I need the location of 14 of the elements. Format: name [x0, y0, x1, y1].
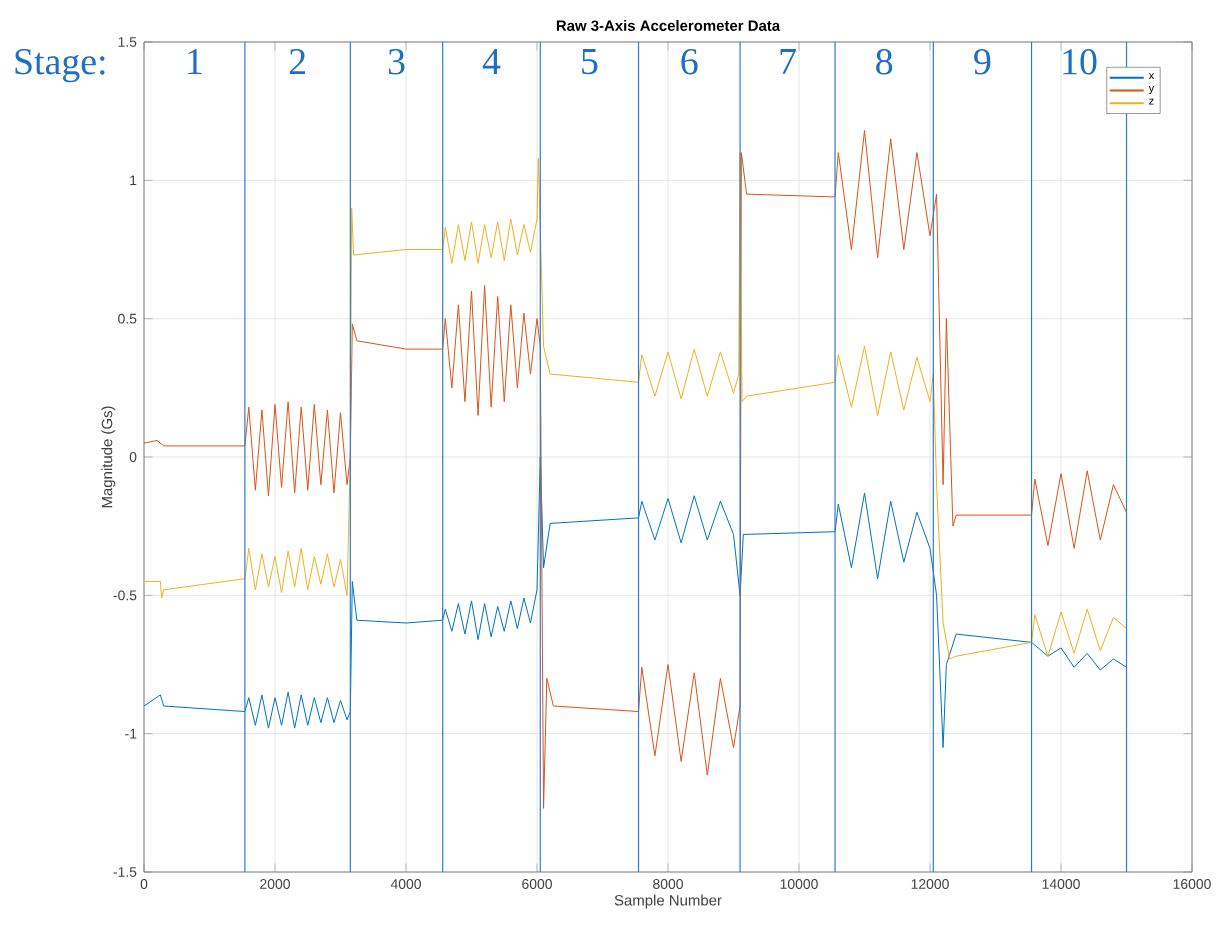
- line-series: [143, 152, 1128, 660]
- annotation: 1: [188, 49, 202, 75]
- line-series: [143, 456, 1128, 748]
- annotation: 5: [582, 49, 598, 75]
- line-series: [143, 130, 1128, 809]
- annotation: 9: [974, 49, 991, 75]
- annotation: 6: [681, 49, 698, 75]
- annotation: 10: [1063, 49, 1097, 75]
- annotation: 3: [388, 49, 405, 75]
- annotation: 7: [780, 49, 796, 74]
- text: Stage:: [15, 49, 105, 83]
- annotation: 2: [289, 49, 305, 75]
- annotation: 4: [482, 49, 501, 74]
- annotation: 8: [876, 49, 893, 75]
